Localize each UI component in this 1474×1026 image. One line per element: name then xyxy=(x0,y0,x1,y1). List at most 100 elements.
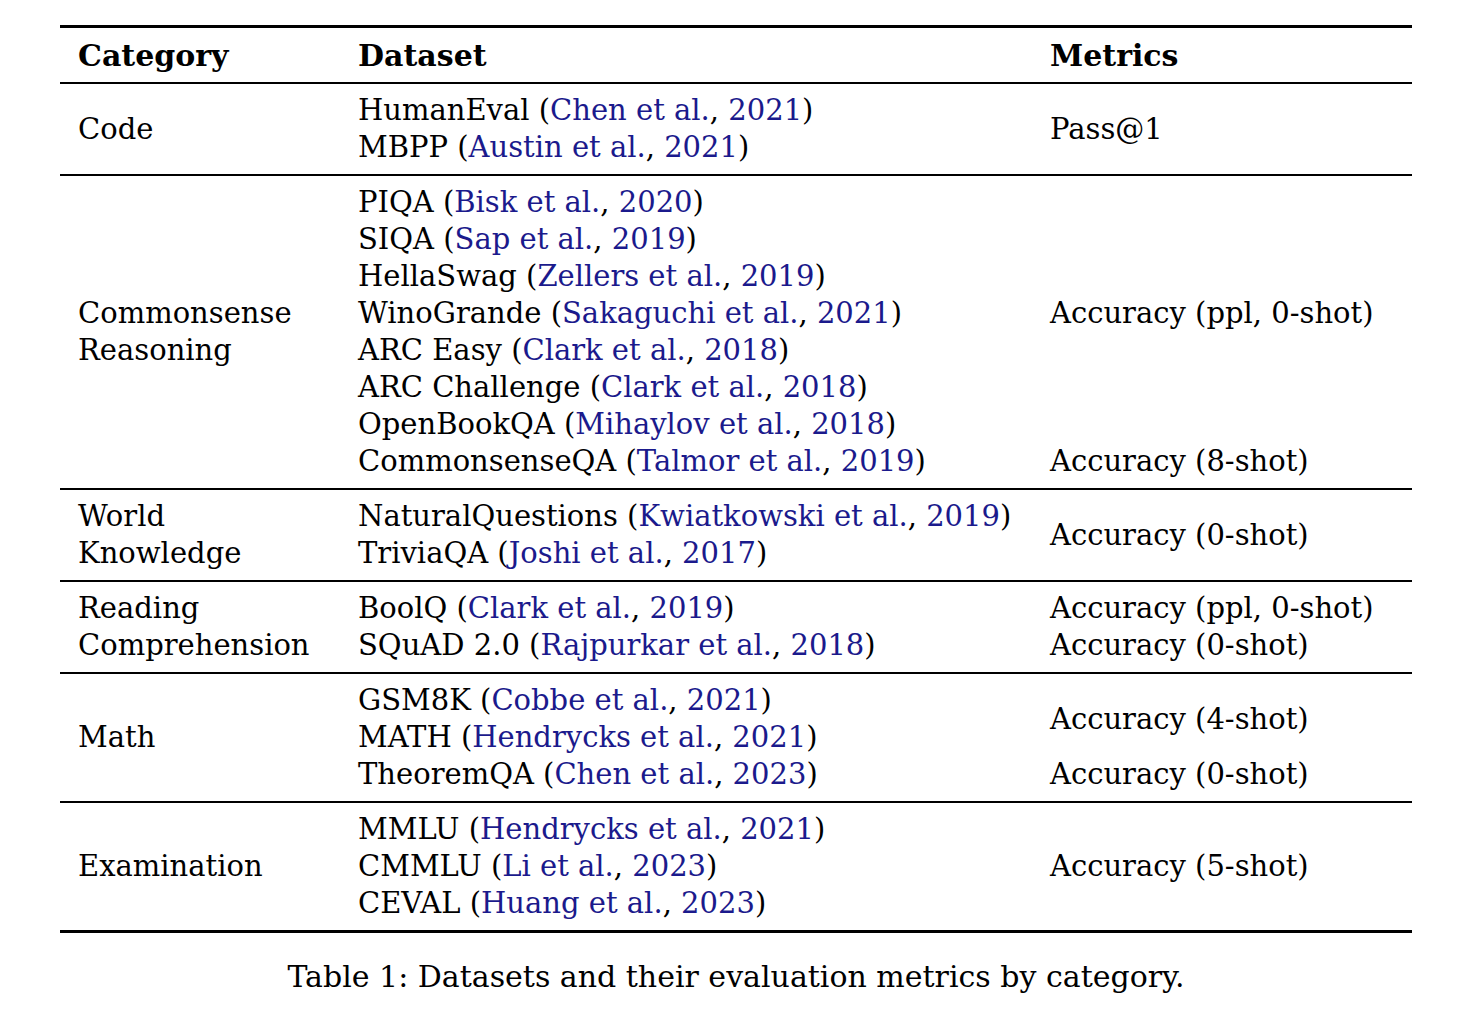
dataset-name: ARC Challenge ( xyxy=(358,370,601,404)
citation-close-paren: ) xyxy=(806,720,817,754)
citation-separator: , xyxy=(722,259,740,293)
category-label: Code xyxy=(78,111,358,148)
citation-author-link[interactable]: Li et al. xyxy=(502,849,614,883)
citation-year-link[interactable]: 2021 xyxy=(732,720,806,754)
citation-year-link[interactable]: 2019 xyxy=(612,222,686,256)
citation-author-link[interactable]: Mihaylov et al. xyxy=(575,407,792,441)
metric-block: Accuracy (5-shot) xyxy=(1050,811,1412,922)
citation-separator: , xyxy=(908,499,926,533)
citation-year-link[interactable]: 2023 xyxy=(733,757,807,791)
dataset-cell: HumanEval (Chen et al., 2021)MBPP (Austi… xyxy=(358,83,1050,175)
dataset-line: CMMLU (Li et al., 2023) xyxy=(358,848,1050,885)
citation-author-link[interactable]: Austin et al. xyxy=(469,130,646,164)
dataset-line: BoolQ (Clark et al., 2019) xyxy=(358,590,1050,627)
citation-author-link[interactable]: Clark et al. xyxy=(522,333,685,367)
dataset-line: TheoremQA (Chen et al., 2023) xyxy=(358,756,1050,793)
metric-label: Accuracy (8-shot) xyxy=(1050,443,1309,480)
dataset-name: OpenBookQA ( xyxy=(358,407,575,441)
dataset-name: GSM8K ( xyxy=(358,683,491,717)
citation-year-link[interactable]: 2017 xyxy=(682,536,756,570)
citation-author-link[interactable]: Huang et al. xyxy=(481,886,663,920)
citation-year-link[interactable]: 2021 xyxy=(687,683,761,717)
category-cell: Math xyxy=(60,673,358,802)
category-label: Knowledge xyxy=(78,535,358,572)
citation-author-link[interactable]: Sap et al. xyxy=(455,222,594,256)
metrics-cell: Accuracy (ppl, 0-shot)Accuracy (0-shot) xyxy=(1050,581,1412,673)
citation-year-link[interactable]: 2018 xyxy=(790,628,864,662)
metric-block: Accuracy (8-shot) xyxy=(1050,443,1412,480)
category-label: Math xyxy=(78,719,358,756)
citation-year-link[interactable]: 2019 xyxy=(841,444,915,478)
dataset-name: CEVAL ( xyxy=(358,886,481,920)
metrics-cell: Pass@1 xyxy=(1050,83,1412,175)
citation-author-link[interactable]: Zellers et al. xyxy=(537,259,722,293)
header-dataset: Dataset xyxy=(358,27,1050,84)
citation-close-paren: ) xyxy=(756,536,767,570)
dataset-line: HumanEval (Chen et al., 2021) xyxy=(358,92,1050,129)
metric-label: Accuracy (ppl, 0-shot) xyxy=(1050,590,1374,627)
dataset-cell: MMLU (Hendrycks et al., 2021)CMMLU (Li e… xyxy=(358,802,1050,932)
citation-year-link[interactable]: 2018 xyxy=(783,370,857,404)
citation-author-link[interactable]: Clark et al. xyxy=(601,370,764,404)
dataset-line: HellaSwag (Zellers et al., 2019) xyxy=(358,258,1050,295)
table-section-row: CommonsenseReasoningPIQA (Bisk et al., 2… xyxy=(60,175,1412,489)
citation-separator: , xyxy=(631,591,649,625)
citation-separator: , xyxy=(600,185,618,219)
citation-year-link[interactable]: 2019 xyxy=(649,591,723,625)
category-cell: Examination xyxy=(60,802,358,932)
citation-close-paren: ) xyxy=(738,130,749,164)
datasets-table-body: CodeHumanEval (Chen et al., 2021)MBPP (A… xyxy=(60,83,1412,932)
dataset-line: WinoGrande (Sakaguchi et al., 2021) xyxy=(358,295,1050,332)
citation-year-link[interactable]: 2020 xyxy=(619,185,693,219)
citation-close-paren: ) xyxy=(864,628,875,662)
metric-block: Accuracy (4-shot) xyxy=(1050,682,1412,756)
citation-author-link[interactable]: Sakaguchi et al. xyxy=(562,296,799,330)
table-section-row: ExaminationMMLU (Hendrycks et al., 2021)… xyxy=(60,802,1412,932)
citation-author-link[interactable]: Chen et al. xyxy=(554,757,714,791)
dataset-line: ARC Easy (Clark et al., 2018) xyxy=(358,332,1050,369)
citation-author-link[interactable]: Cobbe et al. xyxy=(491,683,668,717)
citation-author-link[interactable]: Hendrycks et al. xyxy=(472,720,714,754)
citation-separator: , xyxy=(772,628,790,662)
citation-author-link[interactable]: Chen et al. xyxy=(550,93,710,127)
dataset-name: BoolQ ( xyxy=(358,591,468,625)
metric-block: Accuracy (0-shot) xyxy=(1050,756,1412,793)
citation-author-link[interactable]: Joshi et al. xyxy=(509,536,664,570)
citation-year-link[interactable]: 2021 xyxy=(728,93,802,127)
metric-label: Accuracy (ppl, 0-shot) xyxy=(1050,295,1374,332)
dataset-name: MBPP ( xyxy=(358,130,469,164)
citation-author-link[interactable]: Hendrycks et al. xyxy=(480,812,722,846)
citation-year-link[interactable]: 2021 xyxy=(740,812,814,846)
citation-year-link[interactable]: 2023 xyxy=(681,886,755,920)
dataset-line: ARC Challenge (Clark et al., 2018) xyxy=(358,369,1050,406)
citation-separator: , xyxy=(646,130,664,164)
category-label: Comprehension xyxy=(78,627,358,664)
citation-year-link[interactable]: 2019 xyxy=(741,259,815,293)
dataset-name: HumanEval ( xyxy=(358,93,550,127)
citation-separator: , xyxy=(714,720,732,754)
citation-separator: , xyxy=(686,333,704,367)
citation-close-paren: ) xyxy=(814,812,825,846)
citation-year-link[interactable]: 2023 xyxy=(632,849,706,883)
citation-year-link[interactable]: 2021 xyxy=(664,130,738,164)
dataset-line: CommonsenseQA (Talmor et al., 2019) xyxy=(358,443,1050,480)
datasets-metrics-table: Category Dataset Metrics CodeHumanEval (… xyxy=(60,25,1412,933)
citation-year-link[interactable]: 2018 xyxy=(704,333,778,367)
citation-year-link[interactable]: 2021 xyxy=(817,296,891,330)
citation-author-link[interactable]: Rajpurkar et al. xyxy=(540,628,772,662)
citation-author-link[interactable]: Kwiatkowski et al. xyxy=(638,499,907,533)
citation-author-link[interactable]: Bisk et al. xyxy=(454,185,600,219)
category-label: Examination xyxy=(78,848,358,885)
citation-author-link[interactable]: Clark et al. xyxy=(468,591,631,625)
citation-separator: , xyxy=(793,407,811,441)
dataset-line: MMLU (Hendrycks et al., 2021) xyxy=(358,811,1050,848)
citation-year-link[interactable]: 2018 xyxy=(811,407,885,441)
dataset-line: MATH (Hendrycks et al., 2021) xyxy=(358,719,1050,756)
citation-separator: , xyxy=(668,683,686,717)
table-section-row: CodeHumanEval (Chen et al., 2021)MBPP (A… xyxy=(60,83,1412,175)
citation-close-paren: ) xyxy=(693,185,704,219)
citation-close-paren: ) xyxy=(778,333,789,367)
citation-author-link[interactable]: Talmor et al. xyxy=(637,444,823,478)
citation-year-link[interactable]: 2019 xyxy=(926,499,1000,533)
dataset-name: CMMLU ( xyxy=(358,849,502,883)
